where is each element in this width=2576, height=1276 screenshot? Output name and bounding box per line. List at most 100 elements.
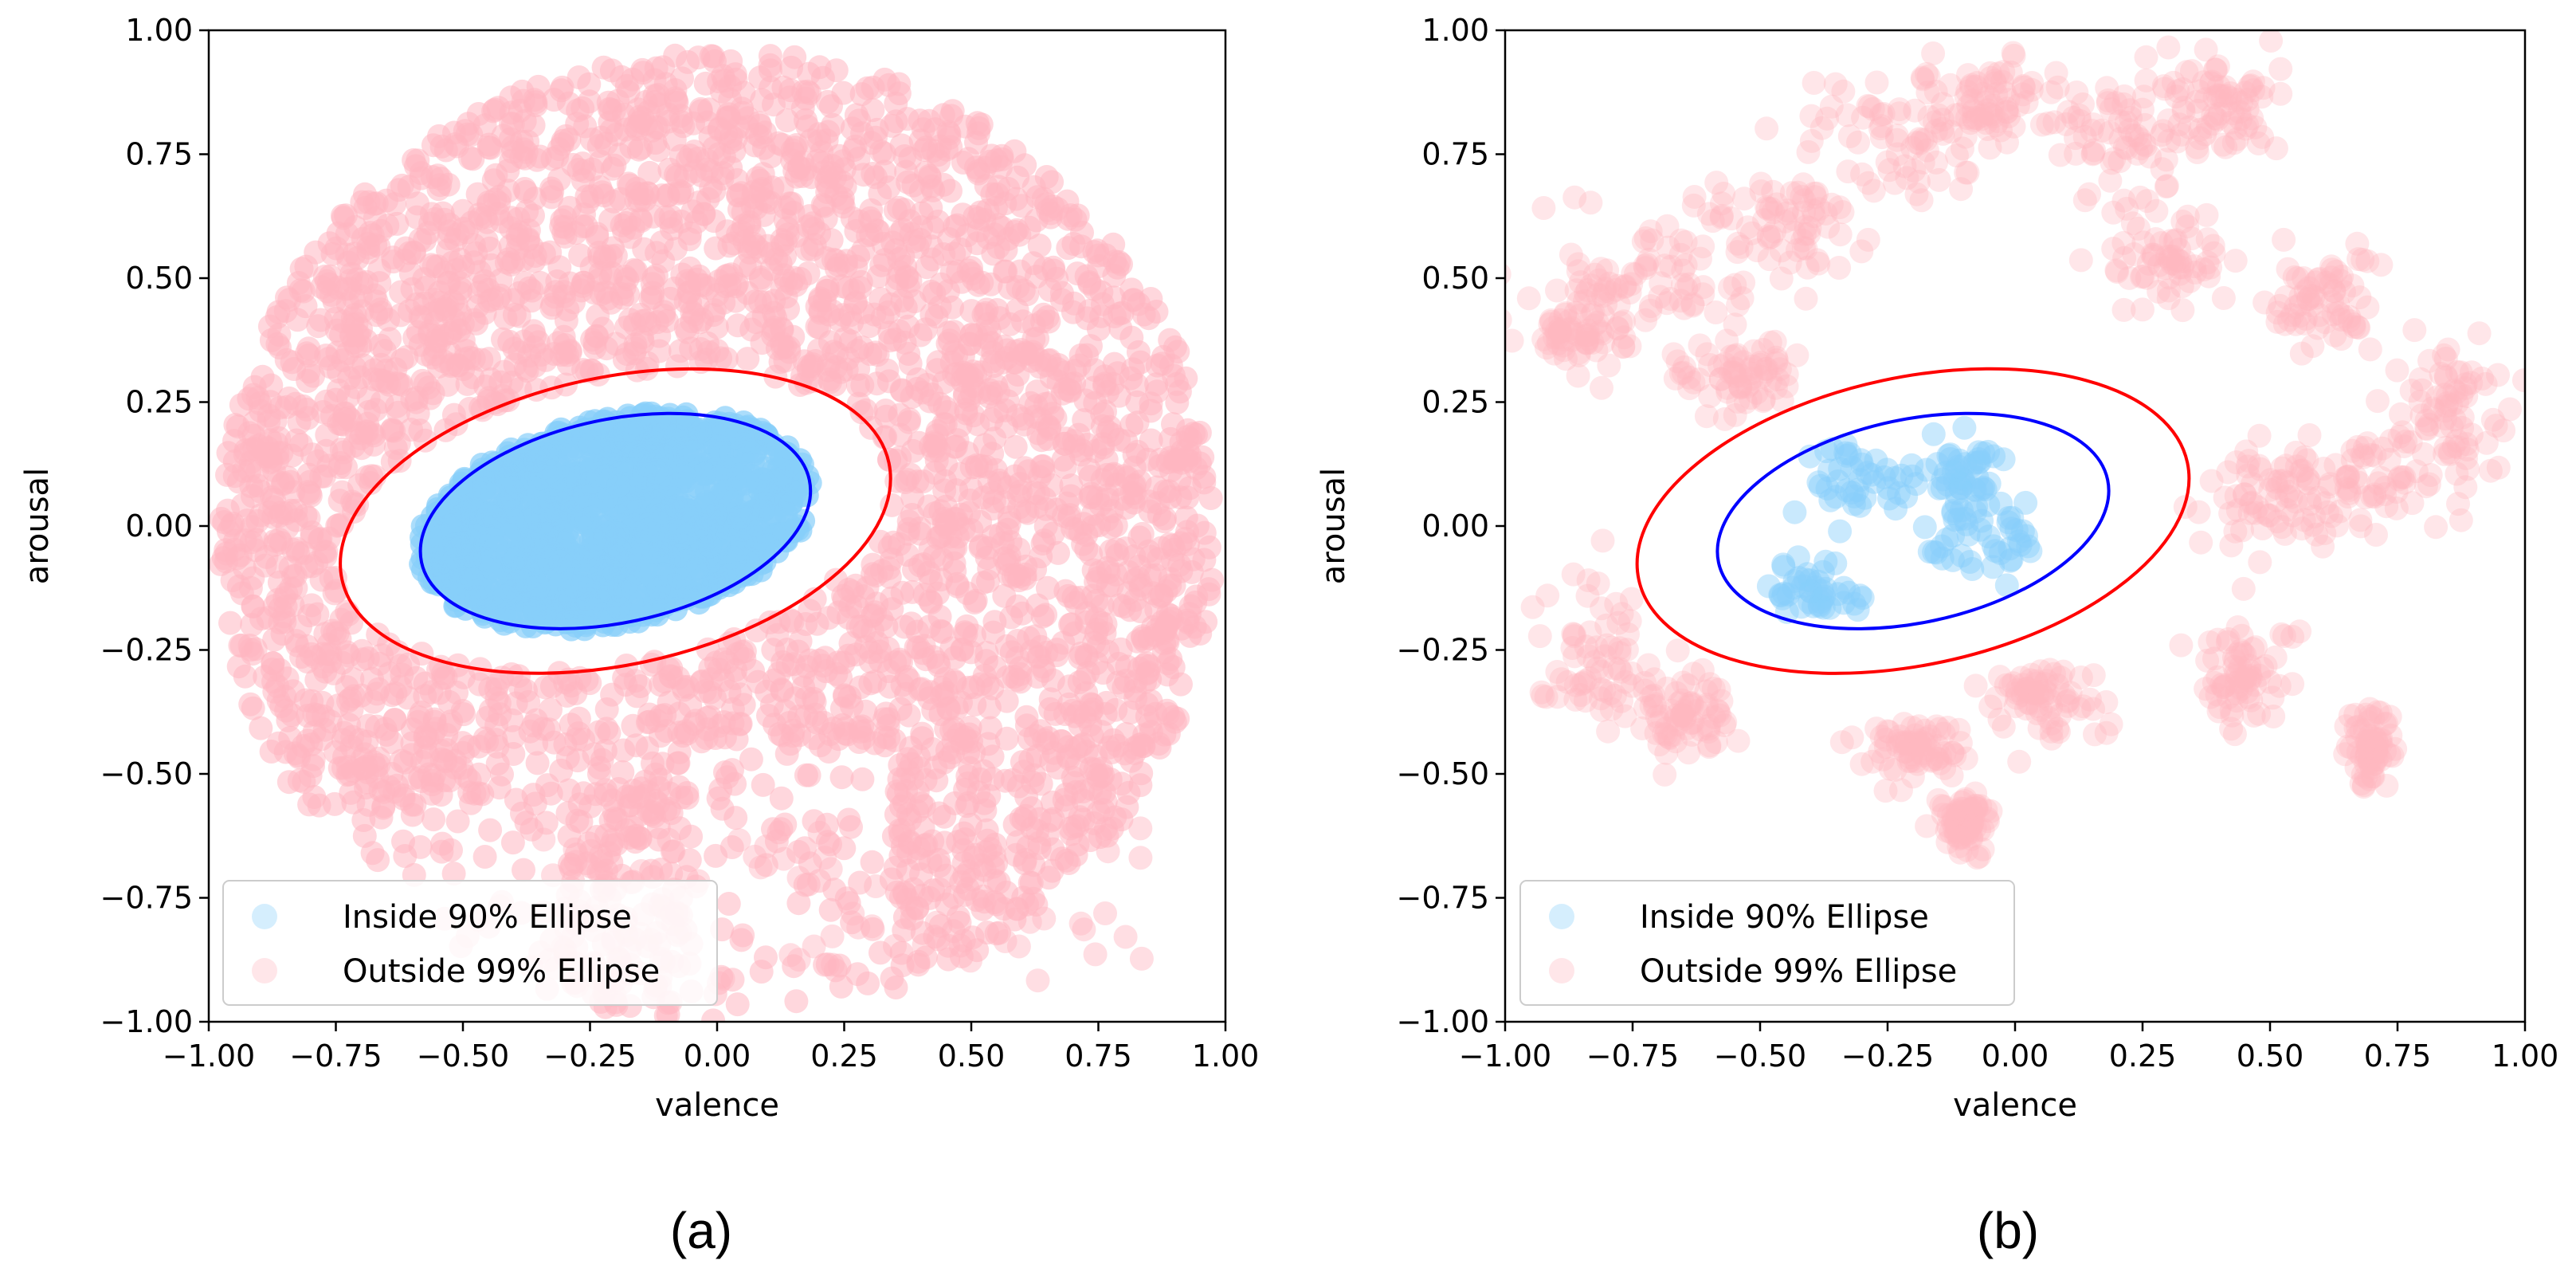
scatter-point-outside [930,620,955,644]
scatter-point-outside [892,198,916,222]
y-tick-label: 0.25 [125,385,193,420]
scatter-point-outside [973,798,998,823]
scatter-point-outside [406,148,430,173]
scatter-point-outside [924,448,949,473]
scatter-point-outside [1835,103,1860,128]
y-tick-label: −1.00 [100,1004,193,1039]
scatter-point-outside [860,914,884,939]
scatter-point-outside [814,659,838,684]
scatter-point-outside [2036,111,2060,135]
scatter-point-outside [739,317,764,342]
scatter-point-inside [523,575,547,600]
scatter-point-outside [973,433,998,457]
scatter-point-outside [1074,610,1099,634]
scatter-point-outside [374,722,399,747]
scatter-point-outside [894,779,919,803]
scatter-point-outside [1192,470,1217,495]
scatter-point-outside [341,790,366,815]
scatter-point-outside [1004,186,1029,211]
scatter-point-outside [1006,774,1031,799]
scatter-point-outside [1871,101,1896,126]
scatter-point-inside [651,562,676,587]
scatter-point-outside [1005,897,1029,921]
scatter-point-outside [877,320,902,345]
scatter-point-outside [490,762,514,787]
scatter-point-outside [526,74,551,99]
scatter-point-outside [1139,287,1163,311]
scatter-point-outside [597,720,621,745]
scatter-point-outside [900,579,924,604]
scatter-point-outside [818,857,843,881]
scatter-point-outside [943,536,968,560]
scatter-point-outside [704,315,729,340]
scatter-point-outside [1121,288,1146,312]
scatter-point-outside [1056,236,1080,261]
scatter-point-outside [625,176,649,201]
scatter-point-inside [449,532,474,557]
scatter-point-outside [693,71,718,96]
scatter-point-outside [796,354,821,379]
scatter-point-outside [337,643,361,668]
scatter-point-outside [1796,139,1821,164]
scatter-point-outside [1095,507,1119,532]
scatter-point-outside [1846,130,1870,155]
scatter-point-outside [927,854,952,878]
scatter-point-inside [706,434,731,458]
scatter-point-outside [807,820,832,845]
scatter-point-outside [579,358,604,383]
scatter-point-outside [1799,104,1824,128]
scatter-point-outside [1031,302,1056,327]
scatter-point-outside [951,821,976,846]
scatter-point-outside [872,248,897,273]
scatter-point-outside [461,147,485,171]
scatter-point-outside [817,740,841,764]
scatter-point-outside [578,794,603,819]
scatter-point-outside [1099,539,1123,563]
scatter-point-outside [700,44,725,69]
scatter-point-outside [327,359,351,384]
x-tick-label: 0.75 [1065,1038,1132,1074]
scatter-point-outside [770,723,794,748]
scatter-point-outside [872,733,897,758]
scatter-point-outside [907,744,931,769]
scatter-point-outside [1924,119,1948,143]
scatter-point-outside [222,429,246,453]
scatter-point-outside [440,250,465,275]
scatter-point-inside [604,544,629,569]
scatter-point-outside [554,124,578,148]
scatter-point-outside [582,331,607,355]
scatter-point-outside [1096,839,1120,864]
scatter-point-outside [931,750,956,775]
scatter-point-outside [845,962,870,987]
scatter-point-outside [927,391,952,416]
scatter-point-outside [1178,449,1202,473]
scatter-point-outside [323,791,347,816]
scatter-point-outside [593,739,618,764]
scatter-point-outside [989,521,1014,546]
scatter-point-outside [1158,573,1182,598]
scatter-point-outside [918,680,943,705]
scatter-point-outside [1093,701,1118,726]
scatter-point-outside [675,781,700,805]
scatter-point-outside [826,600,851,625]
scatter-point-outside [983,832,1007,857]
scatter-point-inside [677,499,702,524]
scatter-point-outside [335,242,359,267]
scatter-point-inside [708,483,733,508]
scatter-point-outside [443,132,468,156]
scatter-point-outside [857,314,882,339]
scatter-point-outside [967,380,992,405]
scatter-point-outside [1887,101,1911,126]
scatter-point-inside [499,476,523,501]
scatter-point-outside [926,581,950,606]
scatter-point-outside [610,760,635,784]
scatter-point-outside [1025,744,1050,768]
scatter-point-outside [1037,278,1062,302]
legend-label: Outside 99% Ellipse [343,953,660,990]
scatter-point-outside [1123,567,1147,592]
scatter-point-outside [1041,807,1065,831]
scatter-point-outside [618,207,642,232]
scatter-point-inside [778,491,803,516]
scatter-point-outside [1857,94,1882,119]
scatter-point-outside [1128,773,1153,798]
